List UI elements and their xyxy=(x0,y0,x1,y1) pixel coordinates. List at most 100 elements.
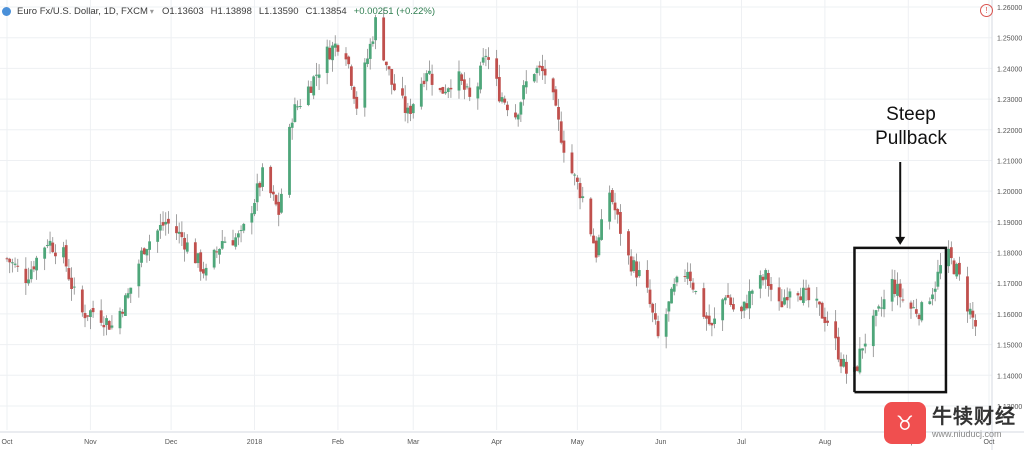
candle-body xyxy=(314,74,318,76)
candle-body xyxy=(758,275,762,289)
candle-body xyxy=(947,248,951,267)
candle-body xyxy=(183,237,186,250)
candle-body xyxy=(672,283,676,292)
candle-body xyxy=(839,358,843,367)
candle-body xyxy=(600,219,603,240)
candle-body xyxy=(807,287,811,301)
candle-body xyxy=(110,325,114,328)
candle-body xyxy=(401,88,404,96)
candle-body xyxy=(441,87,445,94)
candle-body xyxy=(683,276,687,278)
candle-body xyxy=(199,252,203,272)
candle-body xyxy=(761,276,765,281)
candle-body xyxy=(27,279,30,284)
candle-body xyxy=(581,196,585,199)
candle-body xyxy=(148,241,151,250)
chart-header: Euro Fx/U.S. Dollar, 1D, FXCM ▾ O1.13603… xyxy=(0,0,442,22)
candle-body xyxy=(874,310,878,316)
bull-logo-icon: ♉ xyxy=(884,402,926,444)
candle-body xyxy=(48,240,52,246)
candle-body xyxy=(280,193,283,213)
x-tick-label: Jul xyxy=(737,439,746,446)
candle-body xyxy=(368,43,372,59)
candle-body xyxy=(834,321,838,339)
candle-body xyxy=(688,271,692,282)
y-tick-label: 1.22000 xyxy=(997,128,1022,135)
candle-body xyxy=(500,97,504,102)
candle-body xyxy=(444,91,447,94)
candle-body xyxy=(64,245,68,267)
candle-body xyxy=(325,46,329,73)
candle-body xyxy=(344,53,348,60)
candle-body xyxy=(608,192,612,222)
candle-body xyxy=(514,112,517,118)
candle-body xyxy=(645,269,649,288)
candle-body xyxy=(484,55,488,57)
candle-body xyxy=(594,240,598,258)
candle-body xyxy=(293,104,297,122)
candle-body xyxy=(242,223,246,231)
candle-body xyxy=(936,271,940,287)
y-tick-label: 1.19000 xyxy=(997,220,1022,227)
candle-body xyxy=(788,291,792,298)
candle-body xyxy=(239,230,243,232)
candle-body xyxy=(540,65,544,72)
candle-body xyxy=(468,87,472,97)
x-tick-label: Apr xyxy=(491,439,503,446)
candle-body xyxy=(570,152,574,174)
candle-body xyxy=(933,288,937,292)
symbol-icon xyxy=(2,6,11,16)
candle-body xyxy=(551,78,555,93)
candle-body xyxy=(896,283,899,296)
candle-body xyxy=(713,318,716,325)
candle-body xyxy=(820,302,824,319)
x-tick-label: 2018 xyxy=(247,439,263,446)
candle-body xyxy=(80,289,84,313)
candle-body xyxy=(931,294,934,300)
candle-body xyxy=(446,88,450,92)
candle-body xyxy=(118,310,122,329)
candle-body xyxy=(613,202,617,211)
candle-body xyxy=(16,265,20,267)
x-tick-label: Dec xyxy=(165,439,178,446)
candle-body xyxy=(740,306,743,312)
change-value: +0.00251 (+0.22%) xyxy=(353,5,436,17)
candle-body xyxy=(702,288,706,317)
candle-body xyxy=(616,209,620,215)
candle-body xyxy=(928,301,932,305)
candle-body xyxy=(298,106,302,108)
candle-body xyxy=(766,273,770,287)
candle-body xyxy=(62,247,65,258)
y-tick-label: 1.26000 xyxy=(997,5,1022,12)
candle-body xyxy=(145,249,149,256)
candle-body xyxy=(543,68,547,76)
candle-body xyxy=(177,231,181,234)
candle-body xyxy=(223,241,227,243)
alert-icon[interactable]: ! xyxy=(980,4,993,17)
x-tick-label: May xyxy=(571,439,585,446)
candle-body xyxy=(573,174,577,176)
candle-body xyxy=(253,202,256,215)
candle-body xyxy=(801,287,805,303)
chevron-down-icon[interactable]: ▾ xyxy=(149,6,154,16)
candle-body xyxy=(290,122,294,128)
candle-body xyxy=(158,224,162,231)
candle-body xyxy=(559,121,563,143)
candle-body xyxy=(161,222,165,226)
y-tick-label: 1.21000 xyxy=(997,158,1022,165)
candle-body xyxy=(968,308,972,315)
candle-body xyxy=(312,76,316,96)
symbol-label[interactable]: Euro Fx/U.S. Dollar, 1D, FXCM xyxy=(17,5,148,17)
candle-body xyxy=(726,295,730,298)
candle-body xyxy=(836,336,840,360)
candle-body xyxy=(83,313,87,319)
candle-body xyxy=(317,74,321,78)
candle-body xyxy=(250,213,254,223)
candle-body xyxy=(823,316,827,324)
candle-body xyxy=(419,83,423,107)
candle-body xyxy=(218,248,221,255)
x-tick-label: Oct xyxy=(2,439,13,446)
candle-body xyxy=(804,288,808,290)
candle-body xyxy=(366,58,369,65)
